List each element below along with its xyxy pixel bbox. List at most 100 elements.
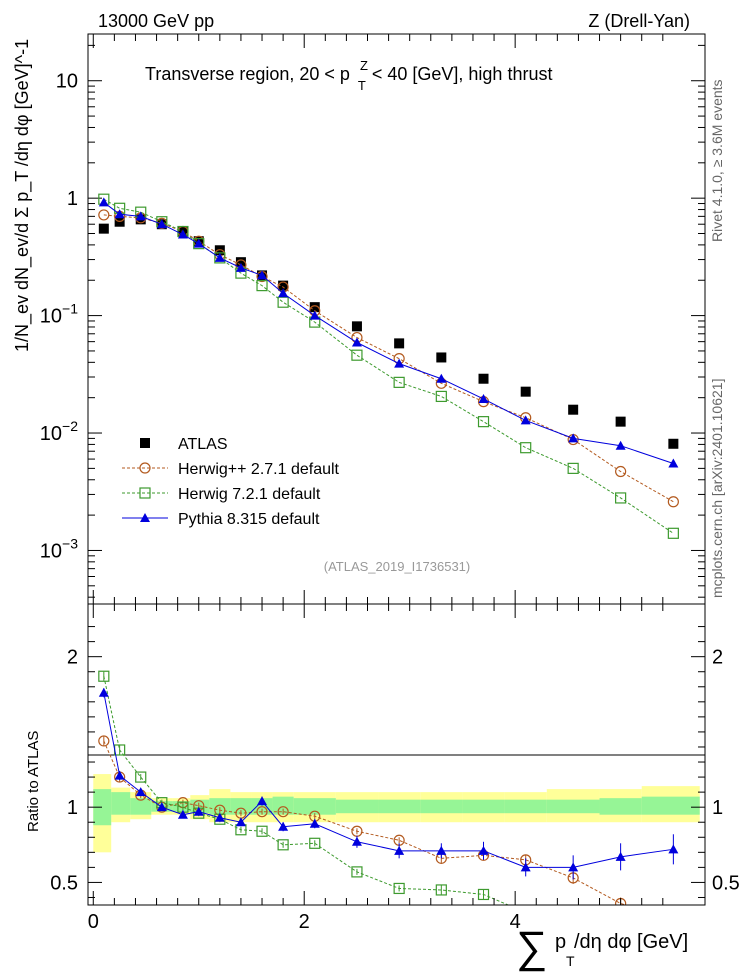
- ratio-y-tick-label: 0.5: [50, 872, 78, 894]
- point-herwig7: [520, 442, 532, 454]
- main-y-tick-label: 10−2: [40, 418, 78, 445]
- legend-entry-pythia: Pythia 8.315 default: [122, 511, 320, 528]
- main-y-tick-label: 10−1: [40, 301, 78, 328]
- series-line-herwig7: [103, 198, 674, 534]
- ratio-panel: 0.5 0.5 1 1 2 2 0 2 4 Ratio to ATLAS ∑ p T /dη d…: [25, 603, 740, 972]
- ratio-point-herwig7: [256, 825, 268, 837]
- band-inner: [230, 798, 252, 815]
- ratio-point-pythia: [668, 844, 679, 854]
- point-herwig7: [435, 390, 447, 403]
- main-ylabel: 1/N_ev dN_ev/d Σ p_T /dη dφ [GeV]^-1: [12, 39, 33, 352]
- ratio-y-tick-label-right: 0.5: [712, 872, 740, 894]
- band-inner: [335, 799, 379, 814]
- point-pythia: [568, 433, 579, 443]
- x-tick-label: 0: [88, 911, 99, 933]
- x-axis-sub: T: [566, 953, 575, 969]
- ratio-point-herwigpp: [256, 806, 268, 818]
- ratio-point-herwigpp: [668, 914, 678, 924]
- point-atlas: [394, 338, 405, 349]
- point-pythia: [309, 310, 320, 320]
- title-part-b: < 40 [GeV], high thrust: [372, 64, 553, 84]
- rivet-label: Rivet 4.1.0, ≥ 3.6M events: [709, 79, 725, 242]
- ratio-frame: [87, 603, 706, 906]
- ratio-point-pythia: [114, 770, 125, 780]
- tick-base: 1: [67, 188, 78, 210]
- title-sub: T: [358, 78, 366, 93]
- point-atlas: [520, 386, 531, 397]
- point-pythia: [520, 415, 531, 425]
- tick-exponent: −1: [62, 301, 78, 317]
- ratio-y-tick-label: 1: [67, 797, 78, 819]
- x-axis-sum-symbol: ∑: [516, 923, 547, 972]
- band-inner: [504, 799, 547, 814]
- ratio-point-pythia: [235, 817, 246, 827]
- ratio-point-herwigpp: [277, 806, 289, 818]
- point-atlas: [278, 280, 289, 291]
- ratio-y-tick-label-right: 2: [712, 647, 723, 669]
- point-pythia: [394, 358, 405, 368]
- point-pythia: [257, 270, 268, 280]
- analysis-id: (ATLAS_2019_I1736531): [324, 559, 470, 574]
- band-inner: [641, 796, 700, 815]
- tick-base: 10: [40, 423, 62, 445]
- tick-base: 10: [40, 540, 62, 562]
- point-herwigpp: [667, 496, 679, 508]
- point-herwig7: [667, 527, 679, 539]
- band-inner: [462, 799, 505, 814]
- legend-entry-herwig7: Herwig 7.2.1 default: [122, 486, 321, 503]
- point-pythia: [478, 393, 489, 403]
- ratio-point-herwig7: [616, 918, 626, 928]
- tick-exponent: −3: [62, 535, 78, 551]
- series-line-pythia: [103, 202, 674, 464]
- band-inner: [420, 799, 463, 814]
- series-pythia: [98, 197, 679, 468]
- point-pythia: [114, 209, 125, 219]
- ratio-series: [98, 670, 679, 928]
- ratio-point-herwig7: [277, 839, 289, 851]
- title-sup: Z: [360, 58, 368, 73]
- main-y-tick-label: 10−3: [40, 535, 78, 562]
- mcplots-label: mcplots.cern.ch [arXiv:2401.10621]: [709, 379, 725, 598]
- ratio-point-herwig7: [435, 884, 447, 896]
- band-inner: [93, 789, 112, 826]
- legend-entry-herwigpp: Herwig++ 2.7.1 default: [122, 461, 340, 478]
- ratio-point-herwig7: [135, 771, 147, 783]
- point-atlas: [436, 352, 447, 363]
- ratio-point-herwig7: [98, 670, 110, 682]
- point-atlas: [309, 302, 320, 313]
- point-pythia: [436, 373, 447, 383]
- ratio-point-pythia: [394, 845, 405, 855]
- main-y-tick-label: 10: [56, 71, 78, 93]
- legend-marker-herwigpp: [139, 462, 151, 474]
- ratio-ylabel: Ratio to ATLAS: [25, 731, 42, 832]
- point-pythia: [214, 252, 225, 262]
- point-pythia: [98, 197, 109, 207]
- x-axis-rest: /dη dφ [GeV]: [574, 931, 688, 953]
- ratio-point-herwig7: [568, 912, 578, 922]
- band-inner: [293, 798, 336, 815]
- point-herwig7: [351, 349, 363, 361]
- main-y-tick-label: 1: [67, 188, 78, 210]
- title-part-a: Transverse region, 20 < p: [145, 64, 350, 84]
- x-tick-label: 2: [299, 911, 310, 933]
- ratio-point-pythia: [135, 787, 146, 797]
- legend-marker-atlas: [140, 438, 150, 448]
- point-herwig7: [477, 416, 490, 428]
- ratio-point-herwig7: [351, 866, 363, 878]
- band-inner: [378, 799, 421, 814]
- ratio-point-pythia: [278, 821, 289, 831]
- ratio-point-pythia: [520, 862, 531, 872]
- legend-label-herwig7: Herwig 7.2.1 default: [178, 486, 321, 503]
- point-herwig7: [393, 376, 405, 388]
- point-herwig7: [256, 280, 268, 292]
- point-herwigpp: [615, 465, 627, 478]
- ratio-axis-ticks: 0.5 0.5 1 1 2 2 0 2 4: [50, 604, 740, 933]
- point-pythia: [156, 219, 167, 229]
- x-axis-label: ∑ p T /dη dφ [GeV]: [516, 923, 688, 972]
- ratio-point-herwig7: [477, 888, 490, 901]
- energy-label: 13000 GeV pp: [98, 11, 214, 31]
- ratio-series-herwigpp: [98, 735, 678, 924]
- tick-base: 10: [56, 71, 78, 93]
